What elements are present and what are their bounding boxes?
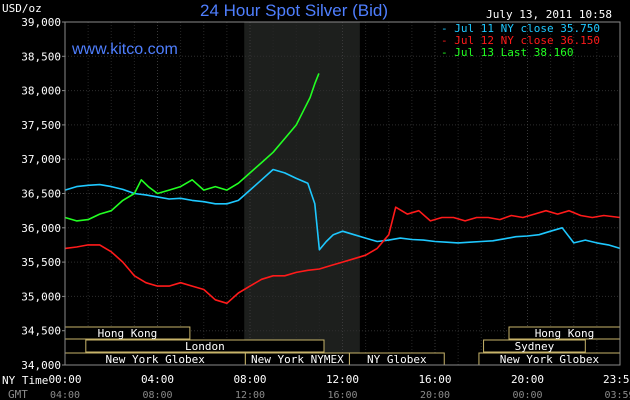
y-tick-label: 38,500 <box>21 50 61 63</box>
market-session-label: NY Globex <box>367 353 427 366</box>
x-tick-label: 04:00 <box>141 373 174 386</box>
ny-time-row-label: NY Time <box>2 374 48 387</box>
x-tick-label: 08:00 <box>233 373 266 386</box>
x-tick-label: 20:00 <box>511 373 544 386</box>
market-session: New York Globex <box>478 352 621 366</box>
market-session: Sydney <box>483 339 586 353</box>
y-tick-label: 38,000 <box>21 85 61 98</box>
y-tick-label: 34,500 <box>21 325 61 338</box>
market-session-label: New York Globex <box>500 353 600 366</box>
y-tick-label: 36,500 <box>21 188 61 201</box>
market-session: Hong Kong <box>64 326 191 340</box>
x-tick-label: 12:00 <box>326 373 359 386</box>
market-session-box <box>483 339 586 353</box>
y-tick-label: 39,000 <box>21 16 61 29</box>
y-tick-label: 37,000 <box>21 153 61 166</box>
market-session-label: Sydney <box>515 340 555 353</box>
market-session-label: Hong Kong <box>98 327 158 340</box>
y-tick-label: 37,500 <box>21 119 61 132</box>
gmt-tick-label: 16:00 <box>327 390 357 400</box>
kitco-watermark: www.kitco.com <box>71 41 178 58</box>
gmt-tick-label: 08:00 <box>142 390 172 400</box>
gmt-tick-label: 20:00 <box>420 390 450 400</box>
gmt-tick-label: 00:00 <box>512 390 542 400</box>
market-session-label: New York Globex <box>106 353 206 366</box>
x-tick-label: 00:00 <box>48 373 81 386</box>
x-tick-label: 23:59 <box>603 373 630 386</box>
y-tick-label: 35,000 <box>21 290 61 303</box>
legend-entry: - Jul 11 NY close 35.750 <box>441 22 600 35</box>
market-session: New York Globex <box>64 352 246 366</box>
legend-entry: - Jul 12 NY close 36.150 <box>441 34 600 47</box>
y-tick-label: 35,500 <box>21 256 61 269</box>
y-tick-label: 36,000 <box>21 222 61 235</box>
series-line-3 <box>64 73 320 222</box>
datestamp: July 13, 2011 10:58 <box>486 8 612 21</box>
gmt-tick-label: 03:59 <box>604 390 630 400</box>
x-tick-label: 16:00 <box>418 373 451 386</box>
gmt-row-label: GMT <box>8 388 28 400</box>
market-session: NY Globex <box>348 352 445 366</box>
gmt-tick-label: 04:00 <box>50 390 80 400</box>
market-session: London <box>85 339 325 353</box>
market-session: New York NYMEX <box>244 352 350 366</box>
market-session-label: London <box>185 340 225 353</box>
chart-title: 24 Hour Spot Silver (Bid) <box>200 1 388 20</box>
y-tick-label: 34,000 <box>21 359 61 372</box>
market-session-label: Hong Kong <box>535 327 595 340</box>
market-session: Hong Kong <box>508 326 621 340</box>
y-axis-unit-label: USD/oz <box>2 2 42 15</box>
market-session-label: New York NYMEX <box>251 353 344 366</box>
gmt-tick-label: 12:00 <box>235 390 265 400</box>
series-line-2 <box>64 206 621 305</box>
market-session-box <box>85 339 325 353</box>
series-line-1 <box>64 168 621 251</box>
legend-entry: - Jul 13 Last 38.160 <box>441 46 573 59</box>
